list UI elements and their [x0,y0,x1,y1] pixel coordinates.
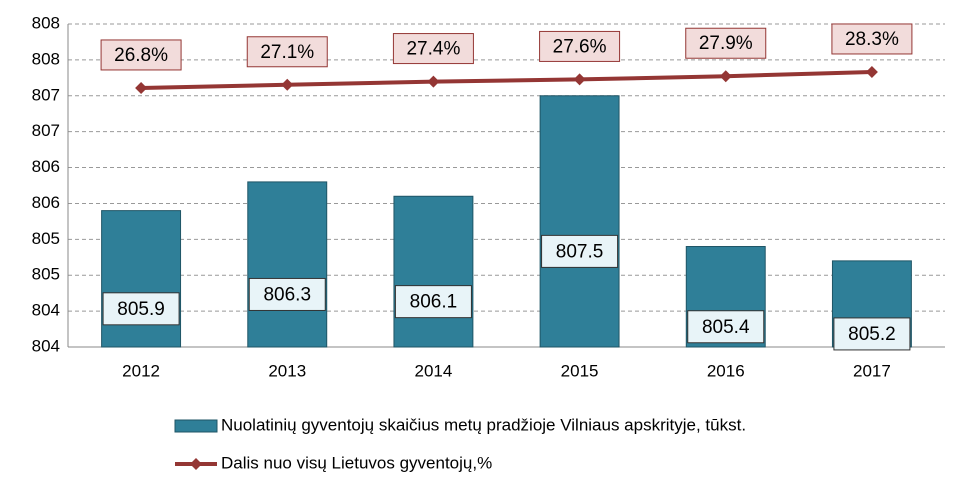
bar [101,210,182,348]
y-tick-label: 806 [32,193,60,212]
x-tick-label: 2016 [707,361,745,380]
line-label-box [392,33,474,65]
line-label: 27.9% [699,33,753,54]
bar-label-box [394,285,472,319]
x-tick-label: 2017 [853,361,891,380]
legend-marker [190,458,202,470]
line-marker [719,70,732,83]
x-tick-label: 2014 [415,361,453,380]
line-marker [427,75,440,88]
bar-label: 805.2 [848,324,896,345]
bar-label-box [248,277,326,311]
bar-label-box [833,317,911,351]
bar-label: 806.3 [263,284,311,305]
y-tick-label: 805 [32,265,60,284]
line-label-box [100,39,182,71]
y-tick-label: 808 [32,49,60,68]
line-marker [573,73,586,86]
y-tick-label: 808 [32,13,60,32]
bar-label-box [687,310,765,344]
line-label: 27.6% [553,36,607,57]
y-tick-label: 807 [32,121,60,140]
y-tick-label: 807 [32,85,60,104]
y-tick-label: 805 [32,229,60,248]
bar-label: 805.4 [702,317,750,338]
line-label: 26.8% [114,45,168,66]
line-marker [135,81,148,94]
bar [247,181,328,348]
y-tick-label: 806 [32,157,60,176]
bar [393,195,474,348]
y-tick-label: 804 [32,301,60,320]
line-label-box [831,23,913,55]
line-label: 28.3% [845,29,899,50]
line [141,69,872,90]
x-tick-label: 2012 [122,361,160,380]
bar [539,95,620,348]
bar-label: 807.5 [556,241,604,262]
line-label-box [246,36,328,68]
y-tick-label: 804 [32,336,60,355]
legend-label: Dalis nuo visų Lietuvos gyventojų,% [221,453,492,472]
line-marker [281,78,294,91]
legend-label: Nuolatinių gyventojų skaičius metų pradž… [221,415,746,434]
legend-swatch [174,419,218,433]
bar-label: 806.1 [410,292,458,313]
bar-label-box [102,292,180,326]
x-tick-label: 2013 [268,361,306,380]
line-label-box [539,30,621,62]
line-label: 27.4% [406,39,460,60]
bar-label-box [541,234,619,268]
line-label: 27.1% [260,42,314,63]
bar-label: 805.9 [117,299,165,320]
x-tick-label: 2015 [561,361,599,380]
line-marker [865,65,878,78]
line-label-box [685,27,767,59]
